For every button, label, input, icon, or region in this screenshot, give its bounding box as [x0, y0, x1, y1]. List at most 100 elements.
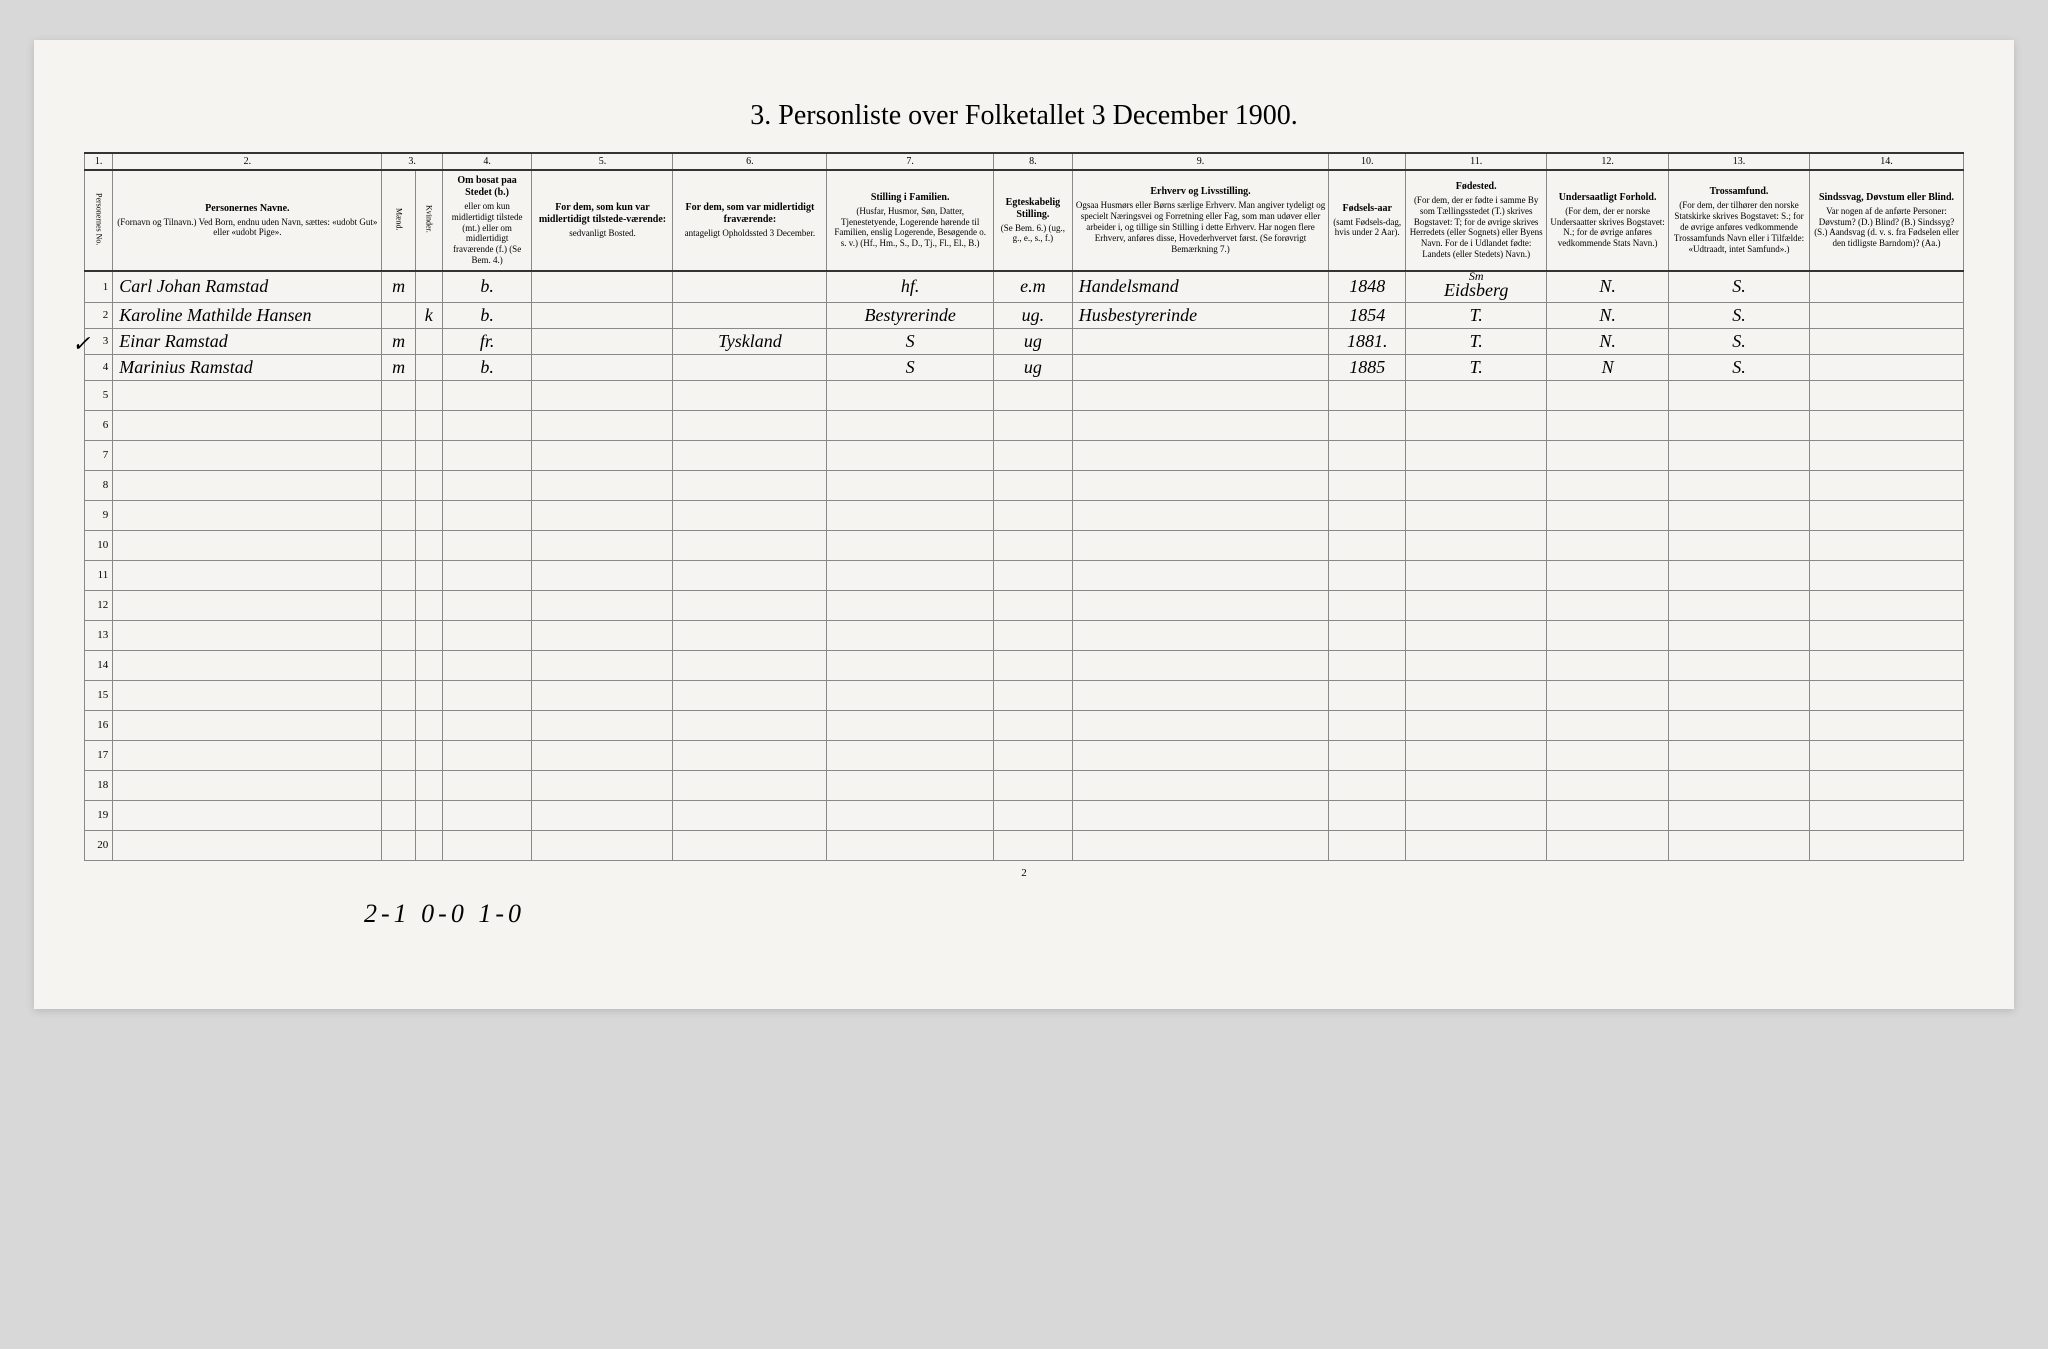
header-col9: Erhverv og Livsstilling.Ogsaa Husmørs el…: [1072, 170, 1328, 271]
col-num: 12.: [1547, 153, 1669, 170]
row-number: 8: [85, 470, 113, 500]
cell-col12: N.: [1547, 302, 1669, 328]
cell-col11: T.: [1406, 328, 1547, 354]
cell-name: Marinius Ramstad: [113, 354, 382, 380]
cell-col7: hf.: [827, 271, 994, 303]
table-body: 1Carl Johan Ramstadmb.hf.e.mHandelsmand1…: [85, 271, 1964, 861]
row-number: 15: [85, 680, 113, 710]
row-number: 11: [85, 560, 113, 590]
table-row-empty: 17: [85, 740, 1964, 770]
cell-col12: N: [1547, 354, 1669, 380]
table-row-empty: 18: [85, 770, 1964, 800]
table-row-empty: 19: [85, 800, 1964, 830]
row-number: 20: [85, 830, 113, 860]
row-number: 19: [85, 800, 113, 830]
col-num: 10.: [1329, 153, 1406, 170]
table-row-empty: 8: [85, 470, 1964, 500]
row-number: 17: [85, 740, 113, 770]
cell-col10: 1881.: [1329, 328, 1406, 354]
header-row: Personernes No. Personernes Navne.(Forna…: [85, 170, 1964, 271]
handwritten-notes: 2-1 0-0 1-0: [364, 899, 1964, 929]
cell-col6: [673, 302, 827, 328]
cell-sex-m: [382, 302, 415, 328]
cell-col11: SmEidsberg: [1406, 271, 1547, 303]
col-num: 6.: [673, 153, 827, 170]
cell-sex-k: [415, 271, 442, 303]
cell-col7: S: [827, 354, 994, 380]
cell-col11: T.: [1406, 302, 1547, 328]
cell-name: Karoline Mathilde Hansen: [113, 302, 382, 328]
table-row: 2Karoline Mathilde Hansenkb.Bestyrerinde…: [85, 302, 1964, 328]
cell-col14: [1810, 354, 1964, 380]
cell-col11: T.: [1406, 354, 1547, 380]
cell-col10: 1885: [1329, 354, 1406, 380]
header-col3a: Mænd.: [382, 170, 415, 271]
header-col7: Stilling i Familien.(Husfar, Husmor, Søn…: [827, 170, 994, 271]
row-number: 18: [85, 770, 113, 800]
cell-col5: [532, 354, 673, 380]
table-row-empty: 7: [85, 440, 1964, 470]
cell-sex-k: [415, 328, 442, 354]
cell-col7: S: [827, 328, 994, 354]
row-number: 16: [85, 710, 113, 740]
cell-sex-m: m: [382, 328, 415, 354]
table-row-empty: 20: [85, 830, 1964, 860]
cell-col7: Bestyrerinde: [827, 302, 994, 328]
cell-col9: Husbestyrerinde: [1072, 302, 1328, 328]
col-num: 8.: [994, 153, 1073, 170]
cell-sex-m: m: [382, 271, 415, 303]
row-number: 13: [85, 620, 113, 650]
header-col13: Trossamfund.(For dem, der tilhører den n…: [1668, 170, 1809, 271]
cell-col9: Handelsmand: [1072, 271, 1328, 303]
row-number: 4: [85, 354, 113, 380]
header-col3b: Kvinder.: [415, 170, 442, 271]
col-num: 4.: [442, 153, 532, 170]
checkmark-icon: ✓: [72, 331, 90, 357]
col-num: 13.: [1668, 153, 1809, 170]
row-number: 2: [85, 302, 113, 328]
cell-col14: [1810, 271, 1964, 303]
table-row-empty: 11: [85, 560, 1964, 590]
cell-col8: e.m: [994, 271, 1073, 303]
cell-sex-k: k: [415, 302, 442, 328]
table-row-empty: 9: [85, 500, 1964, 530]
col-num: 9.: [1072, 153, 1328, 170]
table-row-empty: 15: [85, 680, 1964, 710]
table-row-empty: 6: [85, 410, 1964, 440]
cell-col8: ug.: [994, 302, 1073, 328]
census-table: 1. 2. 3. 4. 5. 6. 7. 8. 9. 10. 11. 12. 1…: [84, 152, 1964, 861]
table-row-empty: 14: [85, 650, 1964, 680]
page-number: 2: [84, 867, 1964, 879]
header-col1: Personernes No.: [85, 170, 113, 271]
cell-col6: [673, 271, 827, 303]
row-number: 1: [85, 271, 113, 303]
cell-col5: [532, 271, 673, 303]
header-col6: For dem, som var midlertidigt fraværende…: [673, 170, 827, 271]
cell-col10: 1854: [1329, 302, 1406, 328]
row-number: 10: [85, 530, 113, 560]
table-row-empty: 16: [85, 710, 1964, 740]
row-number: 9: [85, 500, 113, 530]
cell-col6: Tyskland: [673, 328, 827, 354]
header-col12: Undersaatligt Forhold.(For dem, der er n…: [1547, 170, 1669, 271]
cell-col12: N.: [1547, 328, 1669, 354]
cell-col5: [532, 302, 673, 328]
table-row-empty: 13: [85, 620, 1964, 650]
cell-col13: S.: [1668, 354, 1809, 380]
row-number: 12: [85, 590, 113, 620]
census-document: 3. Personliste over Folketallet 3 Decemb…: [34, 40, 2014, 1009]
col-num: 5.: [532, 153, 673, 170]
header-col5: For dem, som kun var midlertidigt tilste…: [532, 170, 673, 271]
table-row: 1Carl Johan Ramstadmb.hf.e.mHandelsmand1…: [85, 271, 1964, 303]
cell-col13: S.: [1668, 302, 1809, 328]
cell-sex-m: m: [382, 354, 415, 380]
col-num: 14.: [1810, 153, 1964, 170]
cell-col14: [1810, 328, 1964, 354]
header-col11: Fødested.(For dem, der er fødte i samme …: [1406, 170, 1547, 271]
cell-col14: [1810, 302, 1964, 328]
cell-col8: ug: [994, 328, 1073, 354]
header-col8: Egteskabelig Stilling.(Se Bem. 6.) (ug.,…: [994, 170, 1073, 271]
row-number: 5: [85, 380, 113, 410]
cell-col10: 1848: [1329, 271, 1406, 303]
header-col4: Om bosat paa Stedet (b.)eller om kun mid…: [442, 170, 532, 271]
